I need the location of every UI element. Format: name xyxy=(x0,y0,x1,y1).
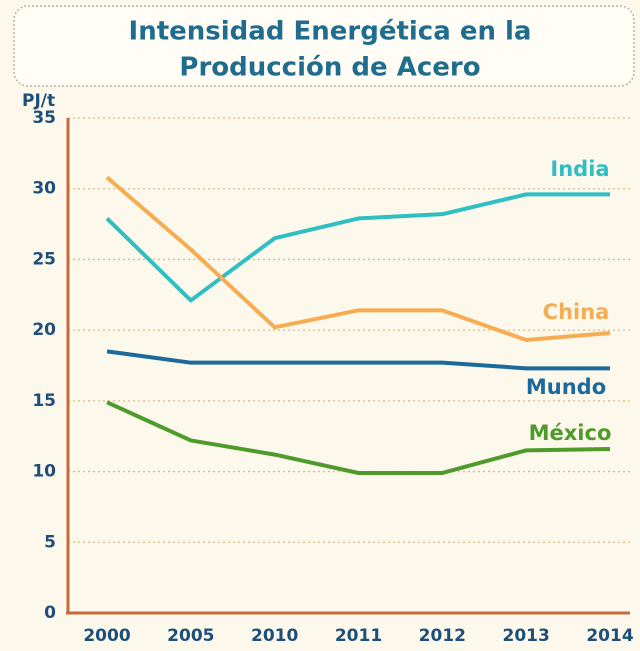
y-tick-label: 0 xyxy=(44,603,56,623)
x-tick-label: 2011 xyxy=(335,626,382,646)
series-label: China xyxy=(543,300,610,324)
title-box xyxy=(13,5,635,87)
series-label: India xyxy=(550,157,609,181)
series-label: México xyxy=(529,421,612,445)
y-axis-label: PJ/t xyxy=(22,91,55,111)
y-tick-label: 15 xyxy=(32,391,56,411)
series-label: Mundo xyxy=(526,375,606,399)
y-tick-label: 5 xyxy=(44,532,56,552)
y-tick-label: 10 xyxy=(32,462,56,482)
x-tick-label: 2010 xyxy=(251,626,298,646)
series-line xyxy=(105,192,610,303)
y-tick-label: 35 xyxy=(32,108,56,128)
y-tick-label: 20 xyxy=(32,320,56,340)
x-tick-label: 2000 xyxy=(83,626,130,646)
x-tick-label: 2012 xyxy=(419,626,466,646)
y-tick-label: 25 xyxy=(32,249,56,269)
series-line xyxy=(106,400,611,475)
x-tick-label: 2013 xyxy=(503,626,550,646)
series-line xyxy=(105,175,611,343)
series-line xyxy=(106,349,610,371)
chart-title: Producción de Acero xyxy=(179,53,480,83)
x-tick-label: 2005 xyxy=(167,626,214,646)
y-tick-label: 30 xyxy=(32,179,56,199)
chart-title: Intensidad Energética en la xyxy=(129,17,532,47)
x-tick-label: 2014 xyxy=(586,626,633,646)
